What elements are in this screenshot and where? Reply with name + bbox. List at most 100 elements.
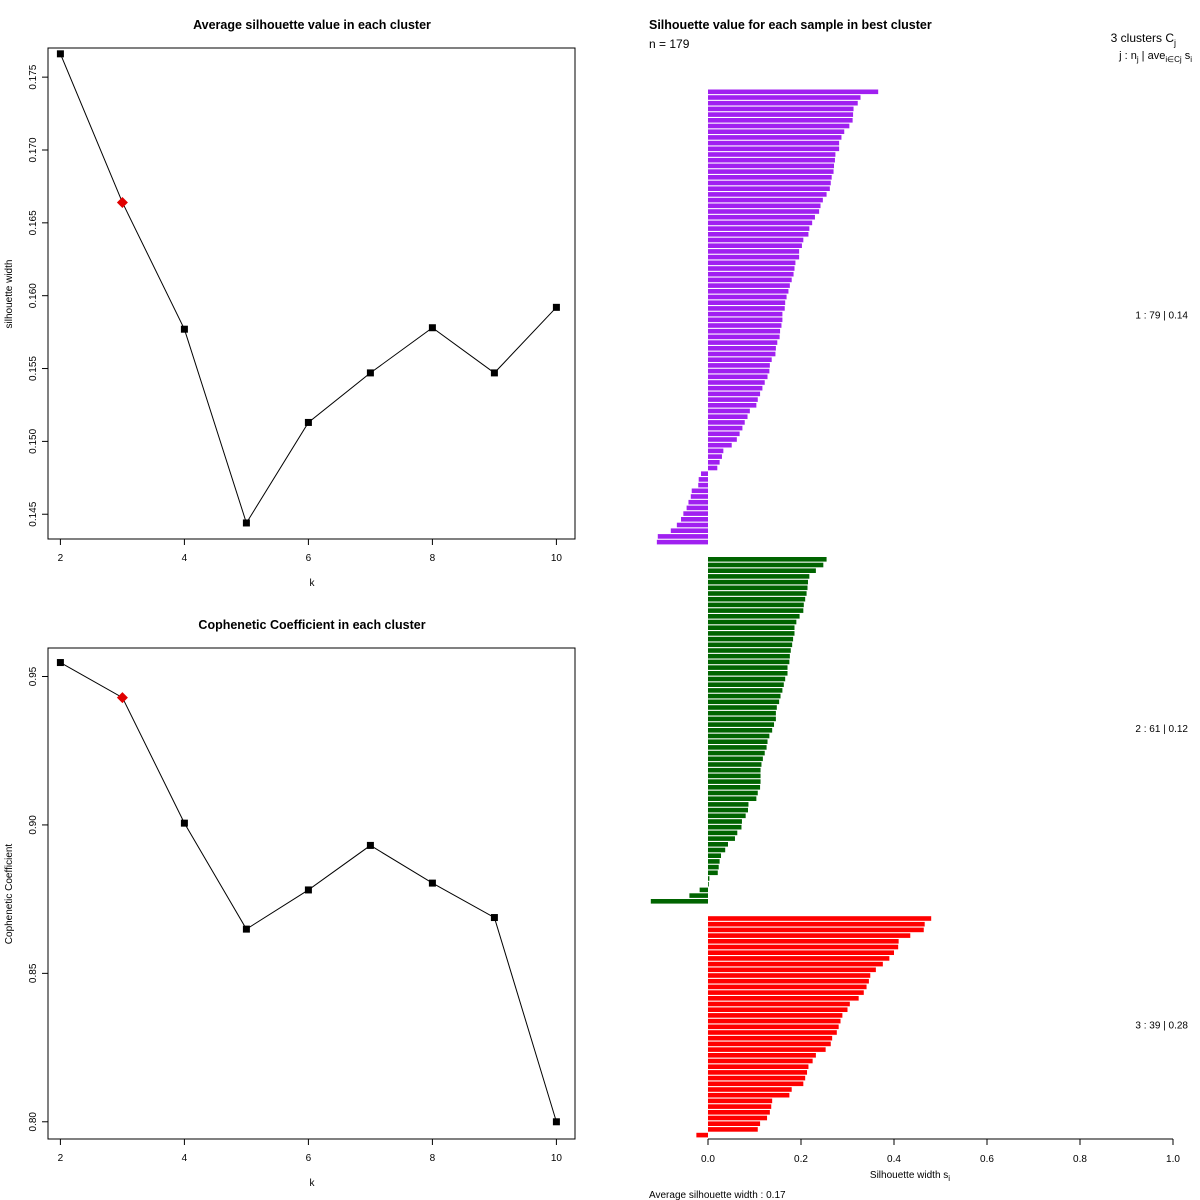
silhouette-bar-cluster-1 <box>708 334 780 340</box>
silhouette-bar-cluster-1 <box>708 311 783 317</box>
silhouette-bar-cluster-3 <box>708 1110 770 1115</box>
silhouette-point <box>242 519 250 527</box>
silhouette-bar-cluster-1 <box>708 442 732 448</box>
silhouette-bar-cluster-1 <box>708 351 776 357</box>
silhouette-bar-cluster-2 <box>708 710 776 716</box>
silhouette-line-panel: Average silhouette value in each cluster… <box>4 18 576 589</box>
subheader-sub-1: j <box>1136 55 1139 64</box>
silhouette-bar-cluster-1 <box>656 539 708 545</box>
silhouette-bar-cluster-3 <box>708 916 932 921</box>
silhouette-bar-cluster-2 <box>708 648 791 653</box>
subheader-part-2: | ave <box>1139 50 1166 62</box>
silhouette-bar-cluster-1 <box>688 499 708 505</box>
silhouette-bar-cluster-2 <box>708 693 781 699</box>
silhouette-width-axis-text: Silhouette width s <box>870 1170 948 1181</box>
silhouette-bar-cluster-1 <box>708 118 853 123</box>
silhouette-bar-cluster-1 <box>657 534 708 539</box>
silhouette-bar-cluster-1 <box>708 340 778 345</box>
cophenetic-y-axis: 0.80 0.85 0.90 0.95 <box>28 666 49 1132</box>
cluster-2-label: 2 : 61 | 0.12 <box>1135 724 1188 735</box>
silhouette-bar-cluster-1 <box>708 163 835 169</box>
silhouette-bar-cluster-1 <box>708 180 831 186</box>
silhouette-bar-cluster-3 <box>708 927 924 933</box>
clusters-header-text: 3 clusters C <box>1111 31 1175 45</box>
silhouette-bar-cluster-3 <box>708 1081 804 1087</box>
silhouette-bar-cluster-1 <box>708 425 743 431</box>
silhouette-bar-cluster-1 <box>708 135 842 140</box>
silhouette-bar-cluster-2 <box>708 859 720 864</box>
silhouette-bar-cluster-3 <box>708 1075 806 1081</box>
silhouette-x-tick-label: 2 <box>58 553 64 564</box>
silhouette-bar-cluster-3 <box>708 1070 808 1075</box>
silhouette-width-axis-sub: i <box>948 1174 950 1183</box>
silhouette-bar-cluster-2 <box>708 847 726 853</box>
silhouette-line-title: Average silhouette value in each cluster <box>193 18 431 32</box>
silhouette-width-tick-label: 1.0 <box>1166 1154 1180 1165</box>
silhouette-bar-cluster-3 <box>708 1115 768 1121</box>
silhouette-y-tick-label: 0.160 <box>28 283 39 308</box>
silhouette-bar-cluster-1 <box>708 391 761 397</box>
silhouette-bar-cluster-3 <box>708 984 867 990</box>
silhouette-bar-cluster-2 <box>708 836 735 841</box>
silhouette-best-point <box>116 196 128 208</box>
silhouette-bar-cluster-1 <box>708 266 795 271</box>
silhouette-bar-cluster-1 <box>708 243 802 248</box>
silhouette-bar-cluster-1 <box>708 294 787 300</box>
silhouette-bar-cluster-1 <box>708 140 840 146</box>
silhouette-x-tick-label: 8 <box>430 553 436 564</box>
silhouette-bar-cluster-1 <box>708 277 792 283</box>
silhouette-y-tick-label: 0.170 <box>28 137 39 162</box>
silhouette-bar-cluster-1 <box>691 488 708 494</box>
silhouette-bar-cluster-3 <box>708 973 871 978</box>
cophenetic-y-tick-label: 0.95 <box>28 666 39 686</box>
silhouette-bar-cluster-1 <box>708 300 786 305</box>
silhouette-bar-cluster-1 <box>708 260 796 266</box>
silhouette-bar-cluster-1 <box>708 129 845 134</box>
silhouette-bar-cluster-1 <box>708 146 840 152</box>
cluster-labels: 1 : 79 | 0.14 2 : 61 | 0.12 3 : 39 | 0.28 <box>1135 311 1188 1032</box>
silhouette-bar-cluster-2 <box>708 688 783 693</box>
silhouette-bar-cluster-2 <box>708 779 761 784</box>
silhouette-bar-cluster-2 <box>708 870 718 876</box>
silhouette-y-tick-label: 0.145 <box>28 501 39 526</box>
cophenetic-y-tick-label: 0.80 <box>28 1112 39 1132</box>
silhouette-y-tick-label: 0.155 <box>28 356 39 381</box>
silhouette-bar-cluster-2 <box>708 625 795 630</box>
silhouette-bar-cluster-1 <box>708 197 823 203</box>
cophenetic-point <box>428 879 436 887</box>
silhouette-bar-cluster-3 <box>708 1024 839 1030</box>
silhouette-bar-cluster-1 <box>708 403 757 408</box>
silhouette-bar-cluster-3 <box>708 1087 792 1092</box>
silhouette-bar-cluster-3 <box>708 990 864 995</box>
silhouette-bar-cluster-1 <box>708 454 722 459</box>
silhouette-bar-cluster-2 <box>708 642 793 648</box>
cophenetic-y-axis-label: Cophenetic Coefficient <box>4 844 15 945</box>
silhouette-bar-cluster-1 <box>708 112 854 117</box>
silhouette-bar-cluster-1 <box>708 460 720 465</box>
silhouette-point <box>490 369 498 377</box>
silhouette-bar-cluster-2 <box>708 579 808 585</box>
silhouette-bar-cluster-1 <box>708 89 879 95</box>
silhouette-bar-cluster-3 <box>708 1001 850 1007</box>
silhouette-bar-cluster-2 <box>708 802 749 807</box>
silhouette-bar-cluster-1 <box>708 254 800 260</box>
cophenetic-best-point <box>116 692 128 704</box>
silhouette-x-axis: 2 4 6 8 10 <box>58 538 562 564</box>
silhouette-bar-cluster-2 <box>708 790 758 796</box>
silhouette-series <box>56 50 560 527</box>
silhouette-bar-cluster-1 <box>708 385 763 391</box>
silhouette-bar-cluster-1 <box>686 505 708 511</box>
silhouette-bar-cluster-1 <box>708 203 821 209</box>
silhouette-point <box>428 324 436 332</box>
silhouette-point <box>552 303 560 311</box>
silhouette-width-tick-label: 0.0 <box>701 1154 715 1165</box>
silhouette-bar-cluster-1 <box>708 271 794 277</box>
silhouette-bar-cluster-1 <box>701 471 708 476</box>
silhouette-width-tick-label: 0.8 <box>1073 1154 1087 1165</box>
silhouette-bar-cluster-1 <box>708 226 810 231</box>
silhouette-bar-cluster-2 <box>708 824 742 830</box>
cluster-1-label: 1 : 79 | 0.14 <box>1135 311 1188 322</box>
silhouette-bar-cluster-3 <box>708 996 859 1001</box>
silhouette-bar-cluster-2 <box>708 716 776 722</box>
silhouette-bar-cluster-2 <box>708 619 797 625</box>
